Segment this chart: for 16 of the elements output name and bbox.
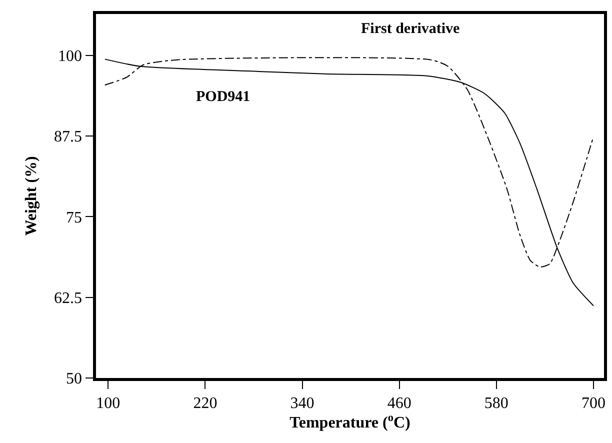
x-tick-label: 340 <box>290 394 314 412</box>
x-axis-title: Temperature ($^{o}$C) <box>290 412 410 432</box>
x-tick-label: 220 <box>193 394 218 412</box>
series-label: POD941 <box>196 89 250 105</box>
series-label: First derivative <box>361 21 460 37</box>
y-axis-title: Weight (%) <box>22 156 40 236</box>
y-tick-label: 100 <box>58 48 82 65</box>
line-series <box>104 58 594 306</box>
y-tick-label: 62.5 <box>54 290 82 307</box>
x-tick-label: 700 <box>581 394 606 412</box>
x-tick-label: 460 <box>387 394 412 412</box>
x-tick-label: 580 <box>484 394 508 412</box>
x-tick-label: 100 <box>96 394 120 412</box>
y-tick-label: 87.5 <box>54 128 82 146</box>
y-tick-label: 50 <box>66 370 82 388</box>
y-tick-label: 75 <box>66 209 82 226</box>
